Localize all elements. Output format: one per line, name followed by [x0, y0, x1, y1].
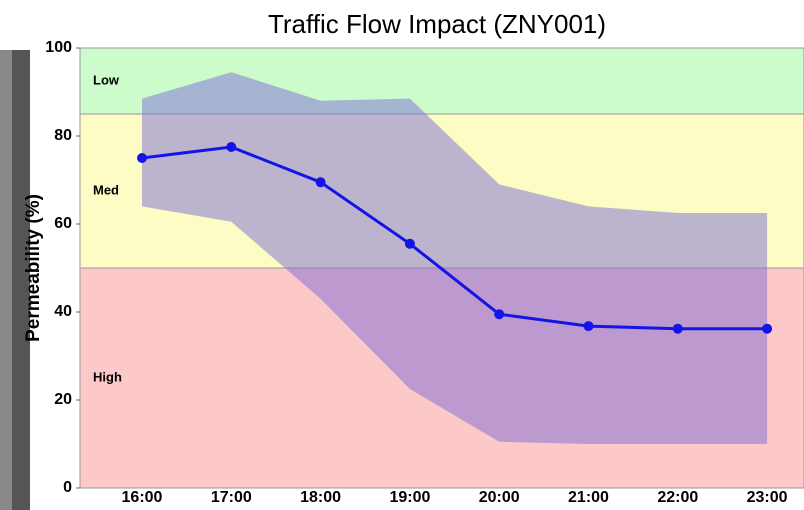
y-tick-label: 80	[54, 127, 72, 144]
y-tick-label: 60	[54, 215, 72, 232]
x-tick-label: 17:00	[211, 489, 252, 506]
background-map-strip	[0, 50, 12, 510]
point	[316, 177, 326, 187]
y-tick-label: 20	[54, 391, 72, 408]
x-tick-label: 19:00	[389, 489, 430, 506]
y-tick-label: 100	[45, 39, 72, 56]
chart-title: Traffic Flow Impact (ZNY001)	[268, 9, 606, 39]
point	[762, 324, 772, 334]
point	[137, 153, 147, 163]
zone-label: Low	[93, 72, 120, 87]
zone-label: Med	[93, 182, 119, 197]
point	[226, 142, 236, 152]
x-tick-label: 16:00	[122, 489, 163, 506]
point	[584, 321, 594, 331]
x-tick-label: 18:00	[300, 489, 341, 506]
x-tick-label: 22:00	[657, 489, 698, 506]
zone-label: High	[93, 369, 122, 384]
point	[405, 239, 415, 249]
y-tick-label: 40	[54, 303, 72, 320]
chart: Traffic Flow Impact (ZNY001) Permeabilit…	[0, 0, 804, 510]
x-tick-label: 21:00	[568, 489, 609, 506]
x-tick-label: 20:00	[479, 489, 520, 506]
point	[673, 324, 683, 334]
y-tick-label: 0	[63, 479, 72, 496]
point	[494, 309, 504, 319]
x-tick-label: 23:00	[747, 489, 788, 506]
y-axis-label: Permeability (%)	[23, 194, 44, 342]
